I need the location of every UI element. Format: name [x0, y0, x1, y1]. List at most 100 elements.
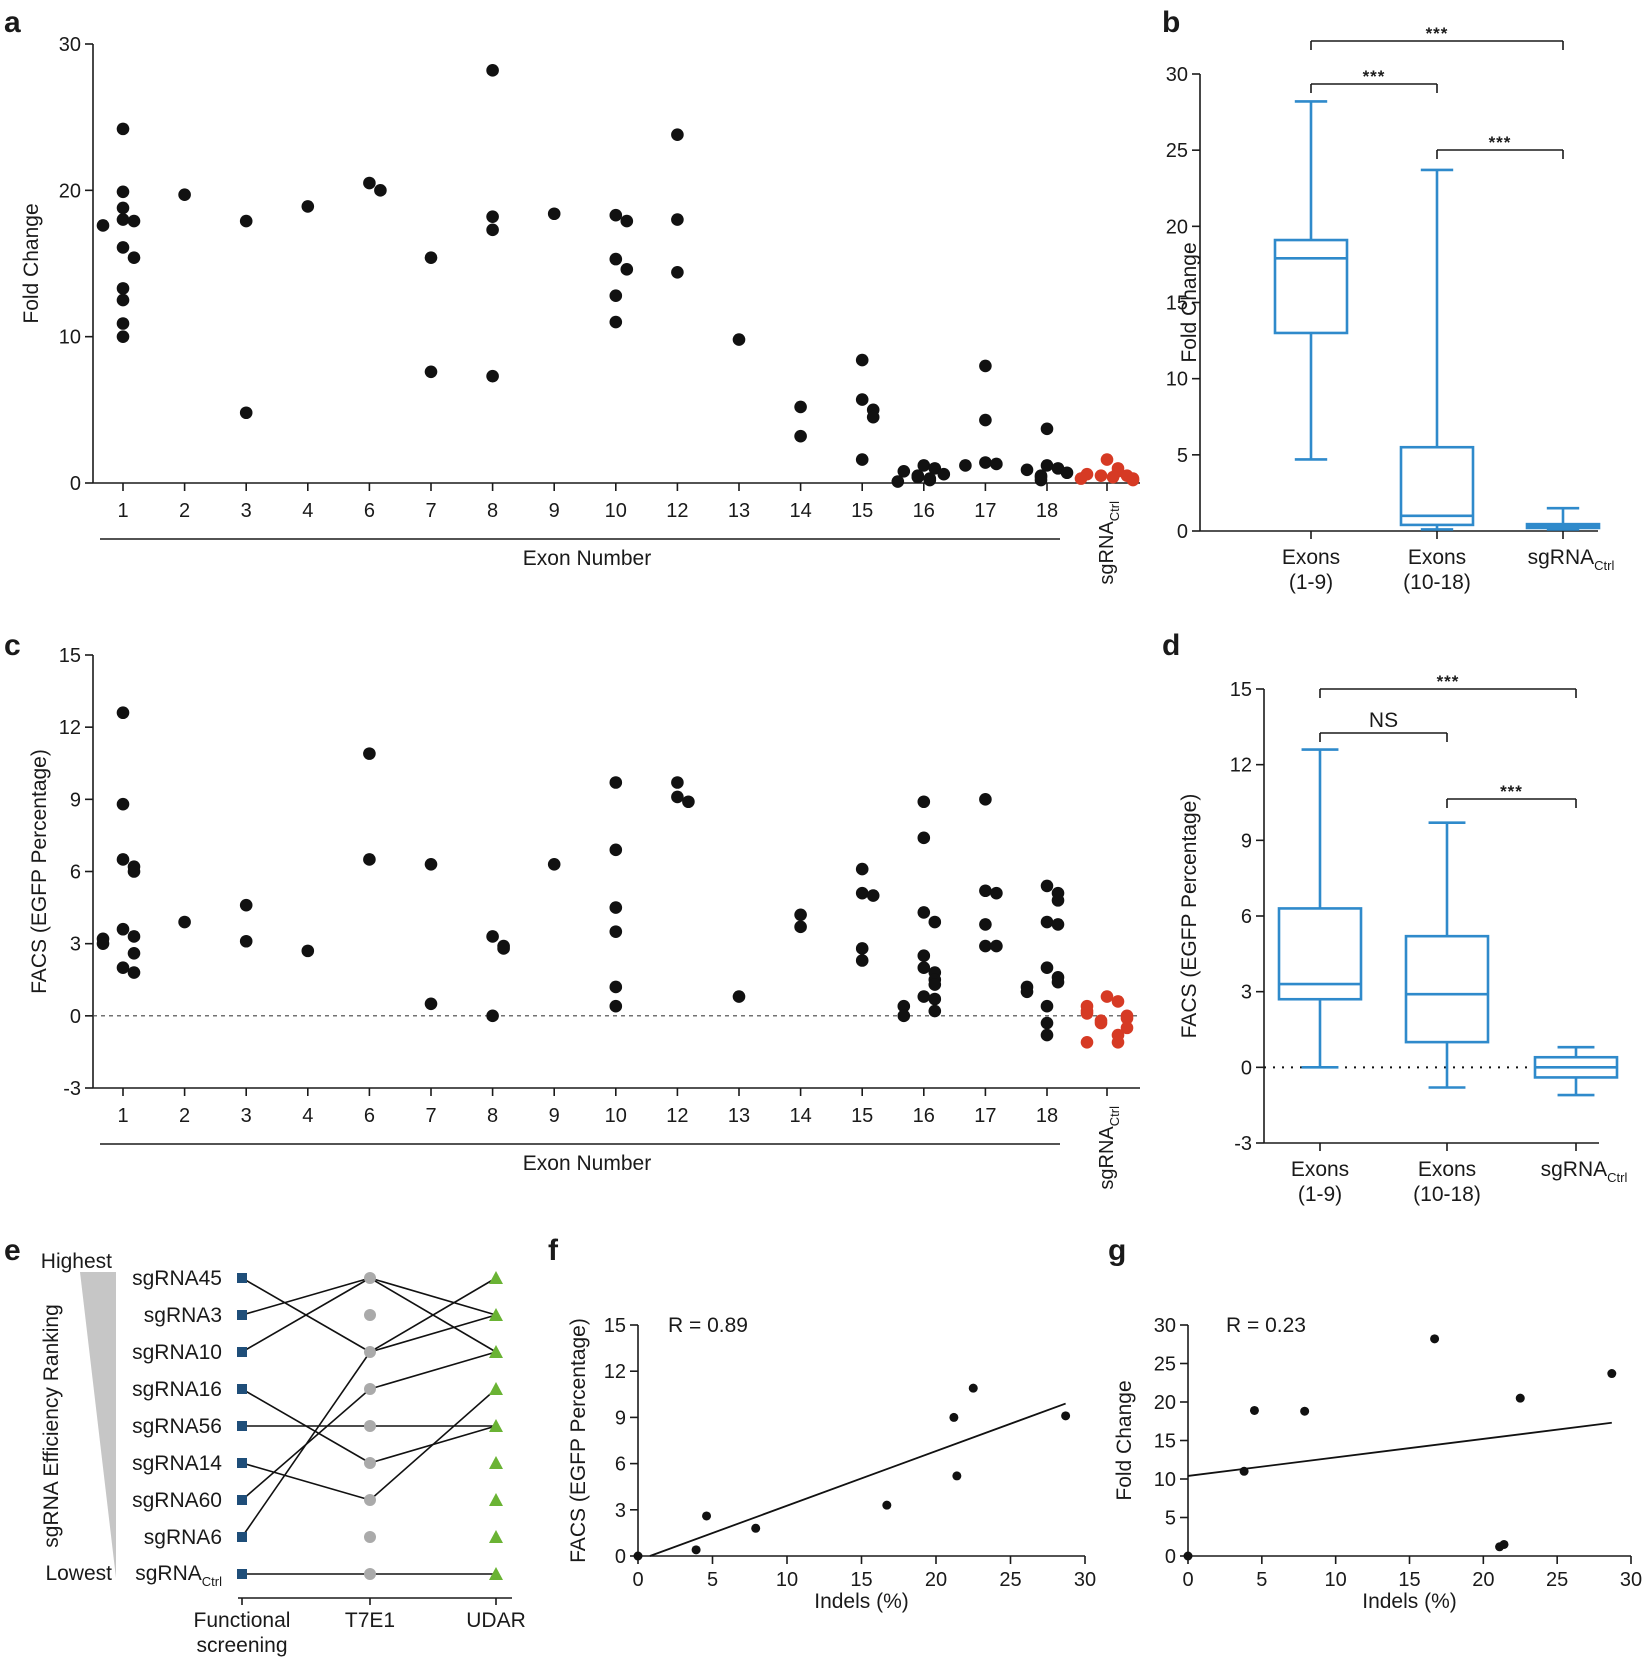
b-sig-label: ***: [1426, 24, 1449, 43]
c-x-tick-label: 6: [364, 1105, 375, 1127]
a-y-tick-label: 30: [59, 34, 81, 56]
c-x-tick-label: 14: [789, 1105, 811, 1127]
c-point-exon: [127, 966, 141, 979]
d-y-tick-label: 3: [1241, 982, 1252, 1004]
a-point-exon: [897, 464, 911, 478]
e-lowest-label: Lowest: [45, 1562, 112, 1585]
c-point-ctrl: [1100, 990, 1114, 1003]
e-t7e1-marker: [364, 1568, 376, 1580]
a-point-exon: [424, 251, 438, 264]
g-y-tick-label: 30: [1154, 1315, 1176, 1337]
c-point-exon: [990, 939, 1003, 953]
e-udar-marker: [489, 1530, 503, 1543]
a-point-exon: [424, 365, 438, 379]
e-functional-marker: [237, 1495, 247, 1505]
panel-label-b: b: [1162, 6, 1180, 39]
a-x-tick-label: 15: [851, 500, 873, 522]
g-x-tick-label: 30: [1620, 1569, 1642, 1591]
b-group-label-line1: Exons: [1408, 546, 1466, 569]
b-y-tick-label: 0: [1177, 521, 1188, 543]
c-point-exon: [116, 961, 130, 975]
f-x-tick-label: 10: [776, 1569, 798, 1591]
a-x-tick-label: 4: [302, 500, 313, 522]
f-x-tick-label: 5: [707, 1569, 718, 1591]
g-y-axis-label: Fold Change: [1113, 1380, 1136, 1500]
f-point: [751, 1523, 761, 1533]
c-point-exon: [979, 793, 992, 806]
a-point-exon: [301, 200, 315, 213]
d-y-tick-label: 15: [1230, 679, 1252, 701]
c-point-exon: [1040, 1016, 1054, 1030]
c-x-tick-label: 12: [666, 1105, 688, 1127]
d-group-label-line1: Exons: [1418, 1158, 1476, 1181]
a-point-exon: [917, 459, 931, 472]
a-point-ctrl: [1074, 472, 1088, 485]
chart-g-fold-change-vs-indels: 0 5 10 15 20 25 30 0 5 10 15 20 25 30 Indels (%) Fold C…: [1113, 1314, 1642, 1613]
c-point-exon: [990, 886, 1003, 900]
f-x-tick-label: 15: [850, 1569, 872, 1591]
c-x-tick-label: 1: [117, 1105, 128, 1127]
c-y-axis-label: FACS (EGFP Percentage): [28, 749, 51, 994]
c-point-exon: [547, 857, 561, 871]
c-point-exon: [424, 997, 438, 1011]
d-y-axis-label: FACS (EGFP Percentage): [1178, 794, 1201, 1039]
d-y-tick-label: 9: [1241, 830, 1252, 852]
g-fit-line: [1187, 1421, 1612, 1477]
a-ctrl-label-base: sgRNA: [1096, 521, 1118, 585]
e-udar-marker: [489, 1493, 503, 1506]
c-point-ctrl: [1080, 1007, 1094, 1020]
c-point-exon: [671, 790, 684, 804]
e-functional-marker: [237, 1273, 247, 1283]
c-point-exon: [424, 857, 438, 871]
a-point-exon: [671, 265, 684, 279]
a-point-exon: [855, 353, 869, 367]
c-point-exon: [363, 747, 376, 760]
e-udar-marker: [489, 1345, 503, 1358]
a-point-exon: [486, 210, 499, 223]
e-t7e1-marker: [364, 1272, 376, 1284]
a-x-tick-label: 12: [666, 500, 688, 522]
b-y-tick-label: 15: [1166, 293, 1188, 315]
e-row-label: sgRNA6: [144, 1526, 222, 1549]
a-point-exon: [547, 207, 561, 221]
c-point-exon: [127, 946, 141, 960]
e-connector: [241, 1277, 371, 1316]
c-point-exon: [928, 978, 942, 991]
f-x-tick-label: 25: [999, 1569, 1021, 1591]
c-x-tick-label: 18: [1036, 1105, 1058, 1127]
d-group-label-line1: Exons: [1291, 1158, 1349, 1181]
e-y-axis-label: sgRNA Efficiency Ranking: [40, 1304, 63, 1548]
c-x-tick-label: 17: [974, 1105, 996, 1127]
f-x-tick-label: 30: [1074, 1569, 1096, 1591]
e-t7e1-marker: [364, 1420, 376, 1432]
a-point-ctrl: [1094, 469, 1108, 482]
d-sig-label: ***: [1500, 782, 1523, 801]
c-ctrl-label: sgRNACtrl: [1096, 1106, 1122, 1190]
a-x-tick-label: 16: [913, 500, 935, 522]
c-y-tick-label: 9: [70, 789, 81, 811]
c-x-tick-label: 13: [728, 1105, 750, 1127]
c-point-ctrl: [1111, 995, 1125, 1008]
panel-label-e: e: [4, 1234, 21, 1267]
g-x-axis-label: Indels (%): [1362, 1590, 1457, 1613]
b-group-label-line2: (1-9): [1289, 571, 1333, 594]
c-point-exon: [486, 930, 499, 943]
e-functional-marker: [237, 1310, 247, 1320]
f-x-tick-label: 0: [632, 1569, 643, 1591]
b-group-label-ctrl: sgRNACtrl: [1528, 546, 1615, 573]
e-connector: [369, 1388, 497, 1501]
g-y-tick-label: 15: [1154, 1431, 1176, 1453]
e-connector: [241, 1277, 371, 1353]
b-sig-label: ***: [1363, 67, 1386, 86]
c-point-exon: [794, 908, 807, 922]
e-row-label: sgRNA45: [132, 1267, 222, 1290]
a-point-exon: [923, 473, 937, 487]
b-box: [1399, 445, 1475, 527]
b-sig-label: ***: [1489, 133, 1512, 152]
c-point-exon: [609, 980, 623, 994]
a-point-exon: [671, 213, 684, 226]
e-udar-marker: [489, 1567, 503, 1580]
b-group-label-ctrl-base: sgRNA: [1528, 546, 1595, 569]
c-point-exon: [928, 992, 942, 1006]
